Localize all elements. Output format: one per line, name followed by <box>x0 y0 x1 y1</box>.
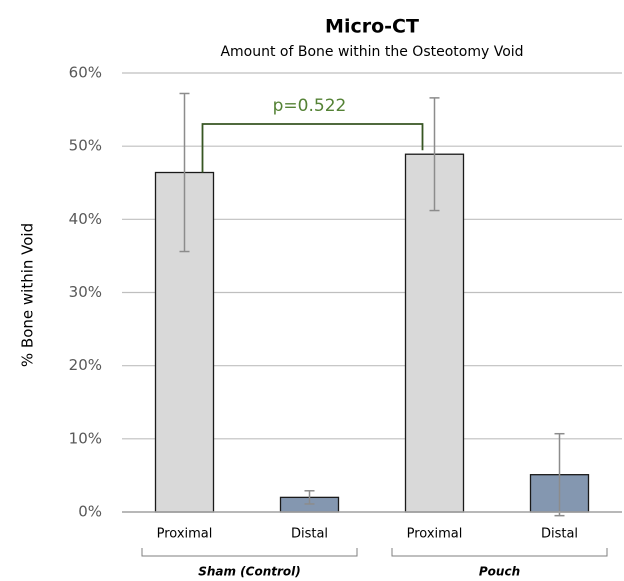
y-tick-label: 50% <box>69 137 102 155</box>
group-label: Pouch <box>479 565 520 579</box>
x-tick-label: Proximal <box>407 527 463 542</box>
chart-subtitle: Amount of Bone within the Osteotomy Void <box>220 44 523 60</box>
y-tick-label: 0% <box>78 503 102 521</box>
y-axis-label: % Bone within Void <box>19 223 37 367</box>
y-tick-label: 10% <box>69 429 102 447</box>
annotation: p=0.522 <box>273 96 347 116</box>
chart-title: Micro-CT <box>325 16 419 38</box>
y-tick-label: 20% <box>69 356 102 374</box>
x-tick-label: Distal <box>291 527 328 542</box>
group-label: Sham (Control) <box>198 565 301 579</box>
group-bracket <box>141 548 358 557</box>
y-tick-label: 60% <box>69 64 102 82</box>
x-tick-label: Proximal <box>157 527 213 542</box>
group-bracket <box>391 548 608 557</box>
significance-bracket <box>201 123 424 173</box>
x-tick-label: Distal <box>541 527 578 542</box>
y-tick-label: 40% <box>69 210 102 228</box>
y-tick-label: 30% <box>69 283 102 301</box>
